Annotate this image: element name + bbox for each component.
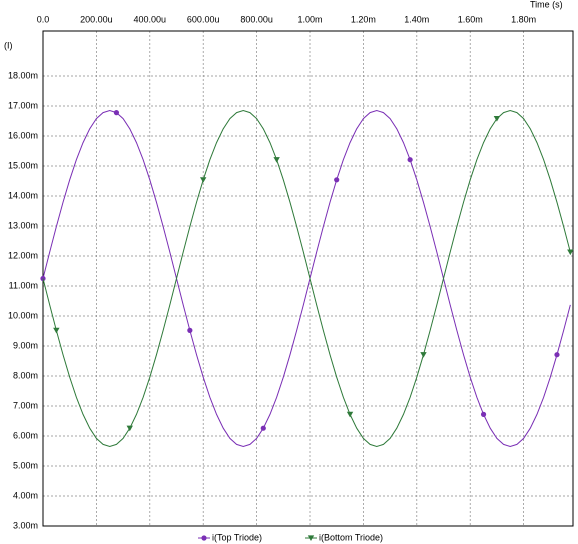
legend-marker: [201, 535, 207, 541]
legend-label: i(Top Triode): [212, 532, 262, 542]
legend-marker: [307, 535, 315, 541]
x-tick-label: 1.00m: [297, 14, 322, 24]
y-tick-label: 15.00m: [8, 160, 38, 170]
x-tick-label: 600.00u: [187, 14, 220, 24]
series-line: [42, 109, 571, 448]
y-tick-label: 9.00m: [13, 340, 38, 350]
y-tick-label: 18.00m: [8, 70, 38, 80]
y-tick-label: 6.00m: [13, 430, 38, 440]
y-tick-label: 16.00m: [8, 130, 38, 140]
point-marker: [407, 157, 413, 163]
y-tick-label: 11.00m: [9, 280, 38, 290]
y-tick-label: 10.00m: [8, 310, 38, 320]
point-marker: [567, 249, 574, 256]
point-marker: [113, 110, 120, 116]
plot-frame: [42, 30, 574, 527]
x-tick-label: 200.00u: [80, 14, 113, 24]
y-tick-label: 17.00m: [8, 100, 38, 110]
x-tick-label: 1.60m: [458, 14, 483, 24]
point-marker: [493, 116, 501, 122]
y-tick-label: 13.00m: [8, 220, 38, 230]
y-tick-label: 12.00m: [8, 250, 38, 260]
x-tick-label: 400.00u: [134, 14, 167, 24]
x-tick-label: 800.00u: [240, 14, 273, 24]
point-marker: [126, 425, 133, 432]
point-marker: [53, 327, 60, 334]
x-tick-label: 1.40m: [404, 14, 429, 24]
point-marker: [334, 177, 340, 183]
point-marker: [260, 425, 266, 431]
y-tick-label: 8.00m: [13, 370, 38, 380]
y-tick-label: 14.00m: [8, 190, 38, 200]
x-axis-label: Time (s): [530, 0, 563, 9]
point-marker: [273, 157, 280, 163]
point-marker: [554, 352, 560, 358]
point-marker: [480, 411, 487, 417]
x-tick-label: 1.80m: [511, 14, 536, 24]
y-tick-label: 7.00m: [13, 400, 38, 410]
y-tick-label: 5.00m: [13, 460, 38, 470]
y-axis-label: (I): [4, 40, 13, 50]
point-marker: [346, 411, 354, 418]
y-tick-label: 3.00m: [13, 520, 38, 530]
x-tick-label: 1.20m: [351, 14, 376, 24]
point-marker: [420, 352, 427, 358]
point-marker: [187, 327, 193, 333]
series-line: [42, 109, 571, 448]
legend-label: i(Bottom Triode): [319, 532, 383, 542]
point-marker: [200, 177, 207, 183]
x-tick-label: 0.0: [37, 14, 50, 24]
y-tick-label: 4.00m: [13, 490, 38, 500]
